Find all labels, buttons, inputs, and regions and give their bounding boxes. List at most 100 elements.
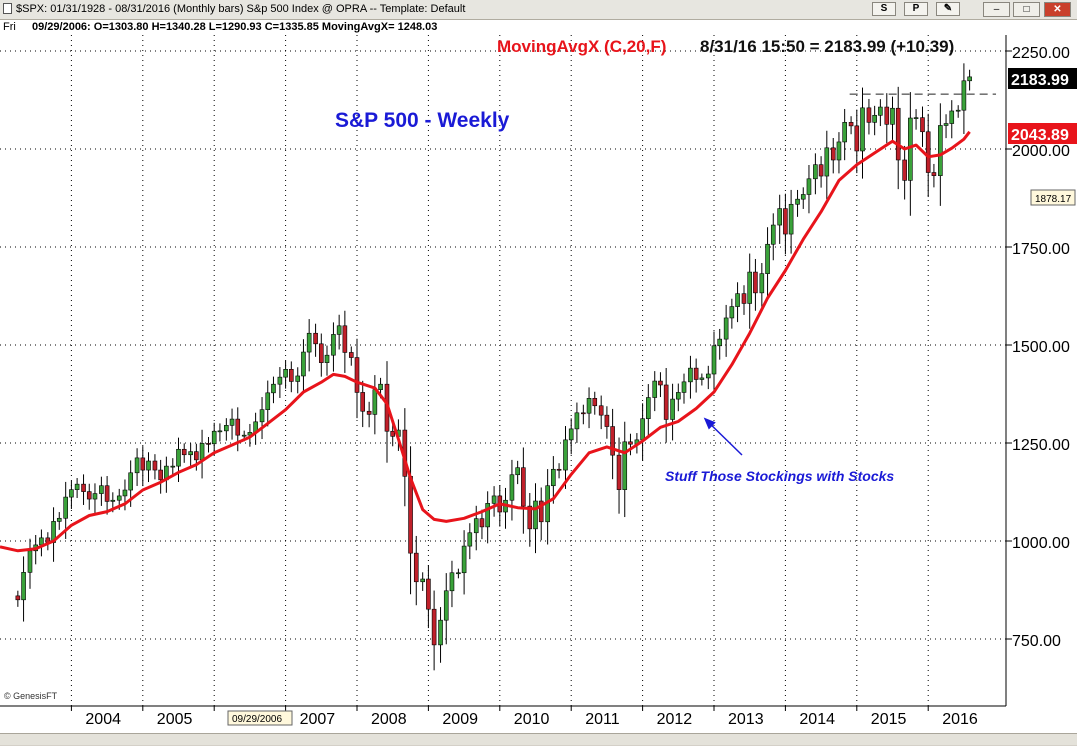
down-candle: [854, 125, 860, 152]
y-tick-label: 1750.00: [1012, 241, 1070, 258]
annotation-arrow-head: [703, 417, 716, 430]
up-candle: [283, 369, 288, 378]
up-candle: [324, 354, 330, 363]
annotation-arrow: [709, 422, 743, 456]
last-price-box: [1008, 68, 1077, 89]
up-candle: [908, 117, 913, 181]
up-candle: [39, 537, 44, 546]
x-tick-label: 2010: [514, 711, 550, 728]
up-candle: [259, 409, 265, 423]
down-candle: [783, 208, 788, 235]
down-candle: [741, 293, 747, 304]
cursor-date-label: 09/29/2006: [232, 714, 282, 725]
restore-button[interactable]: □: [1013, 2, 1040, 17]
up-candle: [21, 572, 26, 601]
down-candle: [753, 271, 758, 294]
up-candle: [265, 392, 271, 410]
chart-canvas[interactable]: 750.00 1000.00 1250.00 1500.00 1750.00 2000.0…: [0, 35, 1077, 741]
cursor-price-label: 1878.17: [1035, 194, 1072, 205]
up-candle: [467, 532, 473, 547]
down-candle: [15, 595, 21, 601]
horizontal-scrollbar[interactable]: [0, 733, 1077, 745]
day-label: Fri: [3, 21, 16, 33]
down-candle: [104, 485, 110, 502]
down-candle: [354, 357, 360, 393]
up-candle: [717, 338, 723, 347]
up-candle: [271, 383, 276, 394]
up-candle: [770, 224, 776, 245]
up-candle: [449, 572, 455, 592]
y-tick-label: 2250.00: [1012, 45, 1070, 62]
up-candle: [688, 367, 693, 383]
up-candle: [765, 243, 770, 274]
down-candle: [538, 500, 544, 523]
up-candle: [170, 465, 176, 468]
down-candle: [366, 410, 372, 415]
up-candle: [943, 123, 949, 126]
up-candle: [759, 273, 765, 294]
down-candle: [925, 131, 931, 173]
down-candle: [527, 505, 533, 530]
up-candle: [224, 425, 229, 432]
x-tick-label: 2015: [871, 711, 907, 728]
edit-icon-button[interactable]: ✎: [936, 2, 960, 16]
up-candle: [735, 293, 740, 307]
price-chart[interactable]: 750.00 1000.00 1250.00 1500.00 1750.00 2000.0…: [0, 35, 1077, 741]
up-candle: [69, 489, 74, 498]
up-candle: [443, 590, 449, 621]
up-candle: [646, 397, 651, 419]
up-candle: [551, 468, 556, 487]
price-axis: 750.00 1000.00 1250.00 1500.00 1750.00 2000.0…: [1006, 45, 1070, 650]
up-candle: [420, 578, 425, 583]
down-candle: [895, 107, 901, 161]
cursor-price-box: [1030, 189, 1076, 206]
up-candle: [372, 389, 378, 415]
down-candle: [598, 405, 604, 416]
down-candle: [206, 443, 211, 445]
up-candle: [27, 550, 33, 573]
x-tick-label: 2005: [157, 711, 193, 728]
up-candle: [509, 474, 515, 501]
y-tick-label: 2000.00: [1012, 143, 1070, 160]
up-candle: [711, 345, 717, 375]
down-candle: [628, 441, 633, 445]
down-candle: [521, 467, 526, 507]
up-candle: [705, 373, 711, 379]
up-candle: [378, 383, 383, 390]
down-candle: [830, 147, 836, 161]
x-tick-label: 2016: [942, 711, 978, 728]
down-candle: [140, 457, 146, 471]
up-candle: [961, 80, 967, 111]
up-candle: [568, 428, 574, 441]
y-tick-label: 1500.00: [1012, 339, 1070, 356]
s-toolbar-button[interactable]: S: [872, 2, 896, 16]
up-candle: [331, 334, 336, 356]
up-candle: [306, 332, 312, 353]
down-candle: [902, 159, 907, 181]
up-candle: [217, 430, 223, 433]
up-candle: [128, 472, 133, 491]
down-candle: [413, 552, 419, 583]
down-candle: [479, 518, 485, 528]
up-candle: [586, 398, 592, 414]
down-candle: [158, 469, 163, 481]
time-axis: 2004200520062007200820092010201120122013…: [70, 706, 978, 728]
p-toolbar-button[interactable]: P: [904, 2, 928, 16]
down-candle: [235, 418, 241, 436]
up-candle: [813, 164, 818, 180]
up-candle: [533, 500, 538, 530]
up-candle: [456, 572, 461, 575]
minimize-button[interactable]: –: [983, 2, 1010, 17]
close-button[interactable]: ✕: [1044, 2, 1071, 17]
down-candle: [289, 369, 294, 382]
down-candle: [313, 332, 318, 345]
up-candle: [699, 377, 705, 380]
up-candle: [955, 109, 961, 112]
up-candle: [563, 439, 568, 471]
up-candle: [788, 203, 794, 235]
ma-price-label: 2043.89: [1011, 127, 1069, 144]
up-candle: [913, 117, 919, 119]
annotation-text: Stuff Those Stockings with Stocks: [665, 468, 894, 484]
x-tick-label: 2011: [585, 711, 620, 728]
up-candle: [777, 208, 782, 226]
